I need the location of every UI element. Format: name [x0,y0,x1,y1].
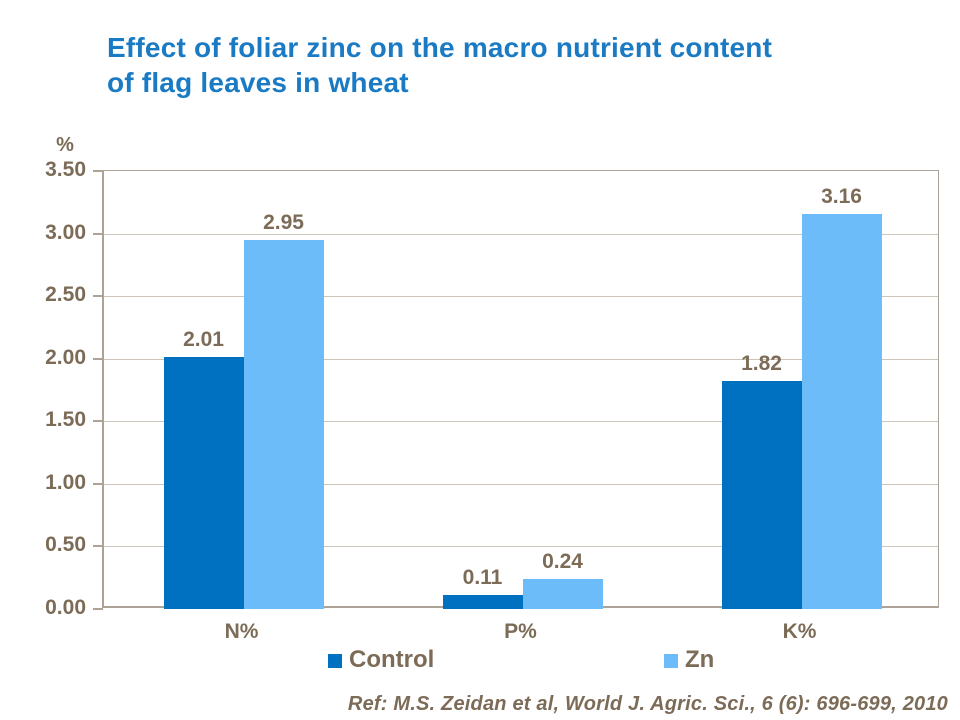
y-axis-unit-label: % [56,134,74,156]
gridline [104,483,938,485]
bar-zn-n% [243,239,324,609]
legend-label-zn: Zn [685,646,715,673]
gridline [104,296,938,298]
x-axis-category-label: K% [782,620,817,643]
chart-title-line2: of flag leaves in wheat [107,67,409,98]
y-axis-tick-label: 0.00 [45,596,86,619]
reference-citation: Ref: M.S. Zeidan et al, World J. Agric. … [347,693,948,715]
y-axis-tick-label: 3.00 [45,220,86,244]
y-axis-tick [93,357,103,360]
legend-item-control: Control [328,648,434,672]
bar-control-n% [163,357,244,609]
chart-title: Effect of foliar zinc on the macro nutri… [107,30,772,100]
bar-value-label: 2.01 [183,328,224,352]
y-axis-tick-label: 2.00 [45,345,86,369]
y-axis-tick-label: 1.00 [45,470,86,494]
legend-item-zn: Zn [664,648,714,672]
y-axis-tick [93,232,103,235]
bar-control-k% [721,381,802,609]
y-axis-tick [93,608,103,610]
legend-label-control: Control [349,646,435,673]
gridline [104,546,938,548]
y-axis-tick-label: 1.50 [45,408,86,432]
bar-value-label: 3.16 [821,184,862,208]
bar-value-label: 1.82 [741,352,782,376]
x-axis-category-label: N% [224,620,259,643]
gridline [104,421,938,423]
gridline [104,358,938,360]
chart-title-line1: Effect of foliar zinc on the macro nutri… [107,32,773,63]
bar-value-label: 0.24 [542,549,583,573]
y-axis-tick [93,170,103,172]
y-axis-tick [93,545,103,548]
bar-zn-p% [522,578,603,609]
y-axis-tick [93,295,103,298]
bar-value-label: 2.95 [263,210,304,234]
y-axis-tick [93,482,103,485]
y-axis-tick-label: 3.50 [45,158,86,181]
legend-marker-control [328,654,342,668]
x-axis-category-label: P% [504,620,537,643]
bar-zn-k% [801,213,882,609]
y-axis-tick [93,420,103,423]
bar-value-label: 0.11 [462,566,503,590]
legend-marker-zn [664,654,678,668]
plot-area: 2.01 2.95 0.11 0.24 1.82 3.16 [93,170,939,610]
y-axis-tick-label: 0.50 [45,533,86,557]
bar-control-p% [442,595,523,609]
gridline [104,233,938,235]
y-axis-tick-label: 2.50 [45,283,86,307]
